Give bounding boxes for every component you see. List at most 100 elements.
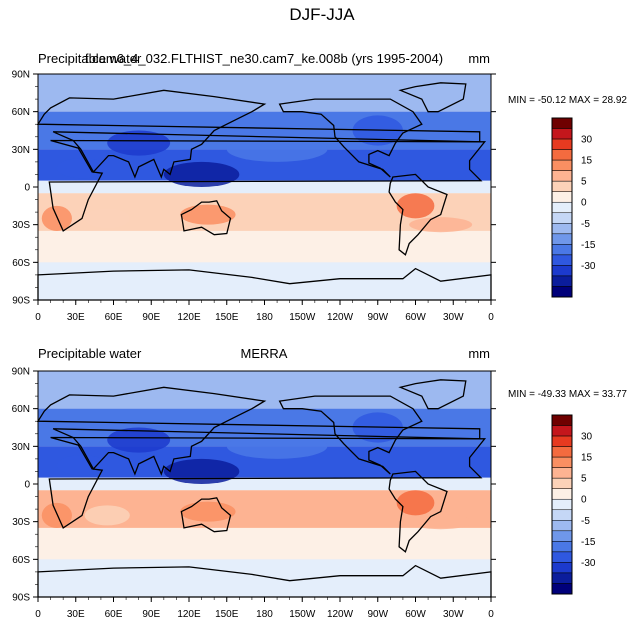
panel-left-title: Precipitable water (38, 346, 142, 361)
panel-model: Precipitable water f.cam6_4_032.FLTHIST_… (12, 51, 628, 323)
colorbar-label: 30 (581, 432, 593, 443)
colorbar-label: -5 (581, 516, 590, 527)
x-tick-label: 0 (35, 609, 41, 620)
x-tick-label: 150E (215, 312, 239, 323)
panel-units: mm (468, 51, 490, 66)
field-band (38, 180, 491, 194)
coastline (36, 386, 481, 476)
colorbar-swatch (551, 275, 573, 287)
field-blob (107, 427, 171, 453)
y-tick-label: 60S (12, 258, 30, 269)
colorbar-swatch (551, 201, 573, 214)
x-tick-label: 150E (215, 609, 239, 620)
colorbar-swatch (551, 477, 573, 489)
colorbar-swatch (551, 286, 573, 298)
colorbar: 30 15 5 0 -5 -15 -30 (551, 414, 596, 595)
field-band (38, 230, 491, 263)
field-blob (180, 204, 236, 225)
colorbar-label: -15 (581, 240, 596, 251)
x-tick-label: 30W (443, 312, 464, 323)
panel-stats: MIN = -49.33 MAX = 33.77 (508, 389, 627, 400)
field-blob (226, 136, 328, 162)
colorbar-swatch (551, 180, 573, 192)
colorbar-label: 30 (581, 135, 593, 146)
colorbar-label: -30 (581, 261, 596, 272)
colorbar-label: -15 (581, 537, 596, 548)
y-tick-label: 30N (12, 442, 30, 453)
colorbar-swatch (551, 159, 573, 171)
y-tick-label: 90N (12, 367, 30, 378)
colorbar-swatch (551, 254, 573, 266)
colorbar-frame (551, 414, 573, 595)
x-tick-label: 30W (443, 609, 464, 620)
colorbar-swatch (551, 212, 573, 224)
y-tick-label: 30S (12, 220, 30, 231)
coastline (36, 89, 481, 179)
colorbar-label: 15 (581, 453, 593, 464)
colorbar-swatch (551, 138, 573, 150)
coastline (278, 395, 423, 475)
colorbar-swatch (551, 541, 573, 553)
field-blob (84, 208, 130, 229)
y-tick-label: 90N (12, 70, 30, 81)
y-tick-label: 30S (12, 517, 30, 528)
field-blob (107, 130, 171, 156)
colorbar-frame (551, 117, 573, 298)
colorbar-label: -30 (581, 558, 596, 569)
y-tick-label: 60S (12, 555, 30, 566)
colorbar-swatch (551, 520, 573, 532)
field-band (38, 262, 491, 300)
panel-units: mm (468, 346, 490, 361)
x-tick-label: 30E (67, 609, 85, 620)
colorbar-label: 5 (581, 177, 587, 188)
colorbar-swatch (551, 446, 573, 458)
colorbar-swatch (551, 265, 573, 277)
colorbar-swatch (551, 233, 573, 245)
figure-title: DJF-JJA (289, 5, 355, 24)
x-tick-label: 60E (105, 609, 123, 620)
colorbar: 30 15 5 0 -5 -15 -30 (551, 117, 596, 298)
colorbar-swatch (551, 425, 573, 437)
colorbar-swatch (551, 435, 573, 447)
colorbar-swatch (551, 414, 573, 426)
panel-stats: MIN = -50.12 MAX = 28.92 (508, 95, 627, 106)
field-blob (163, 161, 240, 187)
field-blob (84, 505, 130, 526)
colorbar-swatch (551, 456, 573, 468)
x-tick-label: 90E (142, 609, 160, 620)
x-tick-label: 180 (256, 312, 273, 323)
colorbar-swatch (551, 562, 573, 574)
colorbar-swatch (551, 583, 573, 595)
x-tick-label: 90W (367, 312, 388, 323)
panel-center-title: f.cam6_4_032.FLTHIST_ne30.cam7_ke.008b (… (85, 51, 443, 66)
field-blob (56, 158, 108, 179)
panel-merra: Precipitable water MERRA mm MIN = -49.33… (12, 346, 628, 620)
x-tick-label: 0 (488, 609, 494, 620)
colorbar-swatch (551, 530, 573, 542)
colorbar-label: -5 (581, 219, 590, 230)
coastline (180, 200, 232, 236)
x-tick-label: 90W (367, 609, 388, 620)
colorbar-label: 0 (581, 495, 587, 506)
y-tick-label: 30N (12, 145, 30, 156)
field-band (38, 371, 491, 409)
x-tick-label: 120W (327, 609, 354, 620)
field-band (38, 74, 491, 112)
colorbar-swatch (551, 191, 573, 203)
coastline (48, 436, 487, 529)
colorbar-swatch (551, 244, 573, 256)
coastline (388, 470, 448, 553)
y-tick-label: 60N (12, 107, 30, 118)
y-tick-label: 0 (24, 480, 30, 491)
field-blob (180, 501, 236, 522)
colorbar-swatch (551, 223, 573, 235)
field-blob (396, 193, 435, 219)
x-tick-label: 150W (289, 312, 316, 323)
colorbar-label: 5 (581, 474, 587, 485)
colorbar-label: 0 (581, 198, 587, 209)
field-band (38, 527, 491, 560)
panel-left-title: Precipitable water (38, 51, 142, 66)
y-tick-label: 90S (12, 296, 30, 307)
y-tick-label: 60N (12, 404, 30, 415)
